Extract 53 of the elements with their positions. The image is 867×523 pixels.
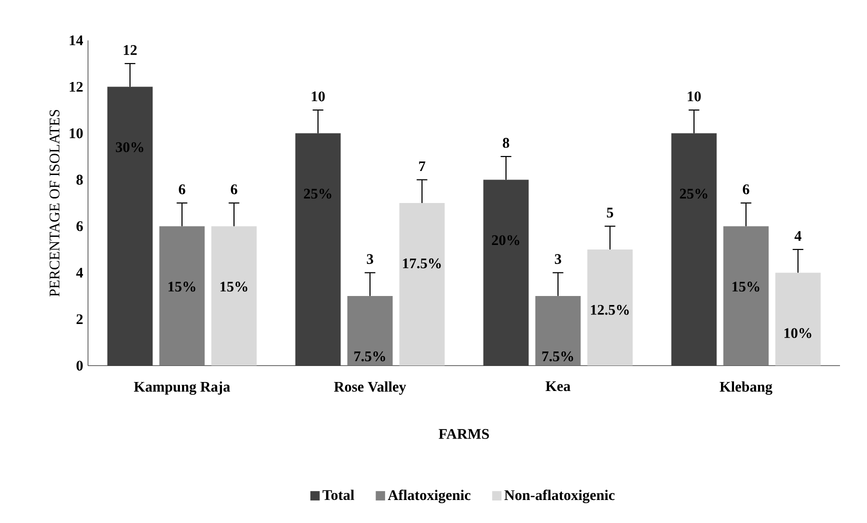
- x-tick-label: Rose Valley: [334, 381, 406, 395]
- data-label: 3: [554, 254, 562, 264]
- annotation: 17.5%: [403, 258, 441, 268]
- data-label: 6: [742, 184, 750, 194]
- bar: [671, 133, 717, 366]
- data-label: 4: [794, 231, 802, 241]
- annotation: 15%: [220, 282, 248, 292]
- y-tick-label: 0: [76, 360, 83, 371]
- bar: [775, 272, 821, 366]
- y-tick-label: 2: [76, 314, 83, 324]
- y-tick-label: 6: [76, 221, 83, 232]
- bar: [723, 226, 769, 366]
- x-tick-label: Kea: [546, 381, 570, 392]
- bar: [347, 296, 393, 366]
- annotation: 10%: [784, 328, 812, 338]
- annotation: 7.5%: [354, 351, 386, 362]
- data-label: 3: [366, 254, 374, 264]
- annotation: 15%: [732, 282, 760, 292]
- bar: [587, 249, 633, 366]
- annotation: 25%: [680, 188, 708, 199]
- bar: [159, 226, 205, 366]
- bar: [211, 226, 257, 366]
- x-tick-label: Klebang: [720, 381, 772, 395]
- bar: [483, 180, 529, 366]
- legend-label: Aflatoxigenic: [388, 490, 470, 504]
- bar: [295, 133, 341, 366]
- annotation: 20%: [492, 235, 520, 246]
- data-label: 6: [230, 184, 238, 194]
- data-label: 5: [606, 208, 614, 218]
- annotation: 12.5%: [591, 304, 629, 315]
- bar: [399, 202, 445, 366]
- annotation: 15%: [168, 282, 196, 292]
- data-label: 10: [688, 91, 701, 102]
- bar: [535, 296, 581, 366]
- annotation: 25%: [304, 188, 332, 199]
- legend-label: Total: [322, 490, 354, 500]
- y-tick-label: 14: [70, 35, 84, 46]
- y-tick-label: 8: [76, 174, 83, 185]
- bar: [107, 86, 153, 366]
- data-label: 7: [419, 161, 426, 172]
- data-label: 12: [124, 45, 137, 55]
- y-tick-label: 4: [76, 268, 84, 278]
- data-label: 6: [178, 184, 186, 194]
- y-tick-label: 12: [70, 82, 83, 92]
- data-label: 8: [502, 138, 510, 148]
- y-tick-label: 10: [70, 128, 83, 138]
- data-label: 10: [312, 91, 325, 102]
- legend-label: Non-aflatoxigenic: [504, 490, 615, 504]
- annotation: 30%: [116, 142, 144, 152]
- x-tick-label: Kampung Raja: [134, 381, 230, 395]
- y-axis-title: PERCENTAGE OF ISOLATES: [50, 110, 60, 297]
- annotation: 7.5%: [542, 351, 574, 362]
- x-axis-title: FARMS: [438, 429, 489, 439]
